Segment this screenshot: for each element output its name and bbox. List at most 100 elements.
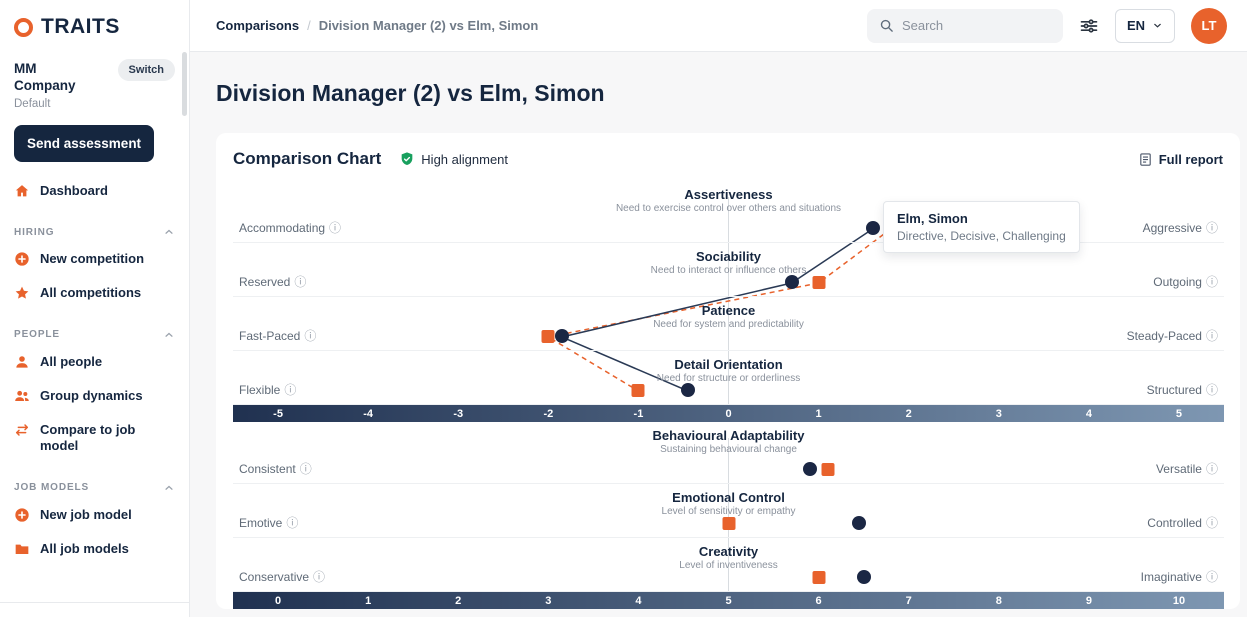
scale-tick: -5 <box>273 407 283 420</box>
traits-logo[interactable]: TRAITS <box>0 0 189 49</box>
trait-left-label: Accommodating ⓘ <box>239 221 342 235</box>
sidebar-item-all-people[interactable]: All people <box>0 345 189 379</box>
person-marker[interactable] <box>856 570 871 584</box>
info-icon[interactable]: ⓘ <box>1205 329 1218 343</box>
job-model-marker[interactable] <box>821 463 835 476</box>
language-selector[interactable]: EN <box>1114 8 1175 43</box>
job-model-marker[interactable] <box>812 571 826 584</box>
breadcrumb-current: Division Manager (2) vs Elm, Simon <box>318 18 539 33</box>
sidebar-item-group-dynamics[interactable]: Group dynamics <box>0 379 189 413</box>
trait-title: Patience <box>701 303 756 318</box>
job-model-marker[interactable] <box>812 276 826 289</box>
sidebar-item-all-competitions[interactable]: All competitions <box>0 276 189 310</box>
info-icon[interactable]: ⓘ <box>1205 516 1218 530</box>
info-icon[interactable]: ⓘ <box>1205 570 1218 584</box>
person-marker[interactable] <box>784 275 799 289</box>
scale-tick: 3 <box>995 407 1002 420</box>
search-box[interactable] <box>866 8 1063 43</box>
info-icon[interactable]: ⓘ <box>1205 221 1218 235</box>
chevron-down-icon <box>1152 20 1163 31</box>
info-icon[interactable]: ⓘ <box>286 516 299 530</box>
scale-bar-1: -5 -4 -3 -2 -1 0 1 2 3 4 5 <box>233 405 1224 422</box>
home-icon <box>14 183 30 199</box>
info-icon[interactable]: ⓘ <box>1205 462 1218 476</box>
scale-tick: 0 <box>274 594 282 607</box>
sidebar-item-label: New competition <box>40 251 145 266</box>
trait-title: Detail Orientation <box>674 357 783 372</box>
scale-tick: 1 <box>815 407 822 420</box>
trait-row-behavioural-adaptability: Behavioural Adaptability Sustaining behav… <box>233 422 1224 484</box>
plus-circle-icon <box>14 251 30 267</box>
chevron-up-icon <box>163 329 175 341</box>
scale-tick: -1 <box>633 407 644 420</box>
scale-tick: 0 <box>725 407 732 420</box>
scale-tick: 4 <box>635 594 642 607</box>
trait-left-label: Conservative ⓘ <box>239 570 326 584</box>
sidebar-item-dashboard[interactable]: Dashboard <box>0 174 189 208</box>
trait-left-label: Consistent ⓘ <box>239 462 312 476</box>
trait-left-label: Reserved ⓘ <box>239 275 307 289</box>
shield-check-icon <box>399 151 415 167</box>
trait-right-label: Versatile ⓘ <box>1155 462 1218 476</box>
sidebar-section-job-models[interactable]: JOB MODELS <box>0 464 189 498</box>
full-report-link[interactable]: Full report <box>1138 152 1223 167</box>
info-icon[interactable]: ⓘ <box>329 221 342 235</box>
trait-right-label: Outgoing ⓘ <box>1153 275 1218 289</box>
job-model-marker[interactable] <box>722 517 735 530</box>
chevron-up-icon <box>163 482 175 494</box>
scale-tick: 6 <box>815 594 822 607</box>
trait-title: Emotional Control <box>672 490 785 505</box>
person-marker[interactable] <box>680 383 695 397</box>
info-icon[interactable]: ⓘ <box>313 570 326 584</box>
tooltip-person-name: Elm, Simon <box>897 211 968 226</box>
info-icon[interactable]: ⓘ <box>304 329 317 343</box>
search-input[interactable] <box>901 18 1051 33</box>
chart-section-1: Assertiveness Need to exercise control ov… <box>233 181 1224 405</box>
person-marker[interactable] <box>802 462 817 476</box>
breadcrumb-comparisons[interactable]: Comparisons <box>216 18 300 33</box>
info-icon[interactable]: ⓘ <box>294 275 307 289</box>
section-label: PEOPLE <box>14 329 60 340</box>
sidebar-item-compare-to-job-model[interactable]: Compare to job model <box>0 413 189 464</box>
job-model-marker[interactable] <box>631 384 645 397</box>
filters-button[interactable] <box>1079 16 1099 36</box>
trait-right-label: Controlled ⓘ <box>1147 516 1218 530</box>
person-marker[interactable] <box>554 329 569 343</box>
tooltip-person-description: Directive, Decisive, Challenging <box>897 229 1066 243</box>
sidebar-item-new-competition[interactable]: New competition <box>0 242 189 276</box>
breadcrumb-separator: / <box>307 18 311 33</box>
sidebar-item-label: All competitions <box>40 285 142 301</box>
info-icon[interactable]: ⓘ <box>1205 275 1218 289</box>
folder-icon <box>14 541 30 557</box>
sidebar-scrollbar[interactable] <box>182 52 187 116</box>
info-icon[interactable]: ⓘ <box>284 383 297 397</box>
comparison-card: Comparison Chart High alignment Full rep… <box>216 133 1240 609</box>
switch-company-button[interactable]: Switch <box>117 59 175 81</box>
sidebar-section-people[interactable]: PEOPLE <box>0 311 189 345</box>
sidebar: TRAITS MM Company Switch Default Send as… <box>0 0 190 617</box>
search-icon <box>879 18 894 33</box>
scale-tick: 4 <box>1085 407 1092 420</box>
avatar[interactable]: LT <box>1191 7 1227 44</box>
person-marker[interactable] <box>865 221 880 235</box>
scale-tick: 8 <box>995 594 1002 607</box>
sidebar-item-all-job-models[interactable]: All job models <box>0 532 189 566</box>
person-icon <box>14 354 30 370</box>
info-icon[interactable]: ⓘ <box>1205 383 1218 397</box>
send-assessment-button[interactable]: Send assessment <box>14 124 155 162</box>
sidebar-divider <box>0 602 189 603</box>
sidebar-item-label: Dashboard <box>40 182 108 198</box>
sidebar-item-new-job-model[interactable]: New job model <box>0 498 189 532</box>
sidebar-section-hiring[interactable]: HIRING <box>0 208 189 242</box>
company-switcher: MM Company Switch Default <box>0 49 189 110</box>
info-icon[interactable]: ⓘ <box>299 462 312 476</box>
trait-row-patience: Patience Need for system and predictabili… <box>233 297 1224 351</box>
trait-description: Level of inventiveness <box>679 560 778 571</box>
page-title: Division Manager (2) vs Elm, Simon <box>216 80 605 106</box>
trait-title: Creativity <box>698 544 759 559</box>
scale-tick: 7 <box>905 594 912 607</box>
person-marker[interactable] <box>852 516 867 530</box>
job-model-marker[interactable] <box>541 330 555 343</box>
scale-tick: 9 <box>1085 594 1092 607</box>
sidebar-item-label: All people <box>40 353 103 369</box>
